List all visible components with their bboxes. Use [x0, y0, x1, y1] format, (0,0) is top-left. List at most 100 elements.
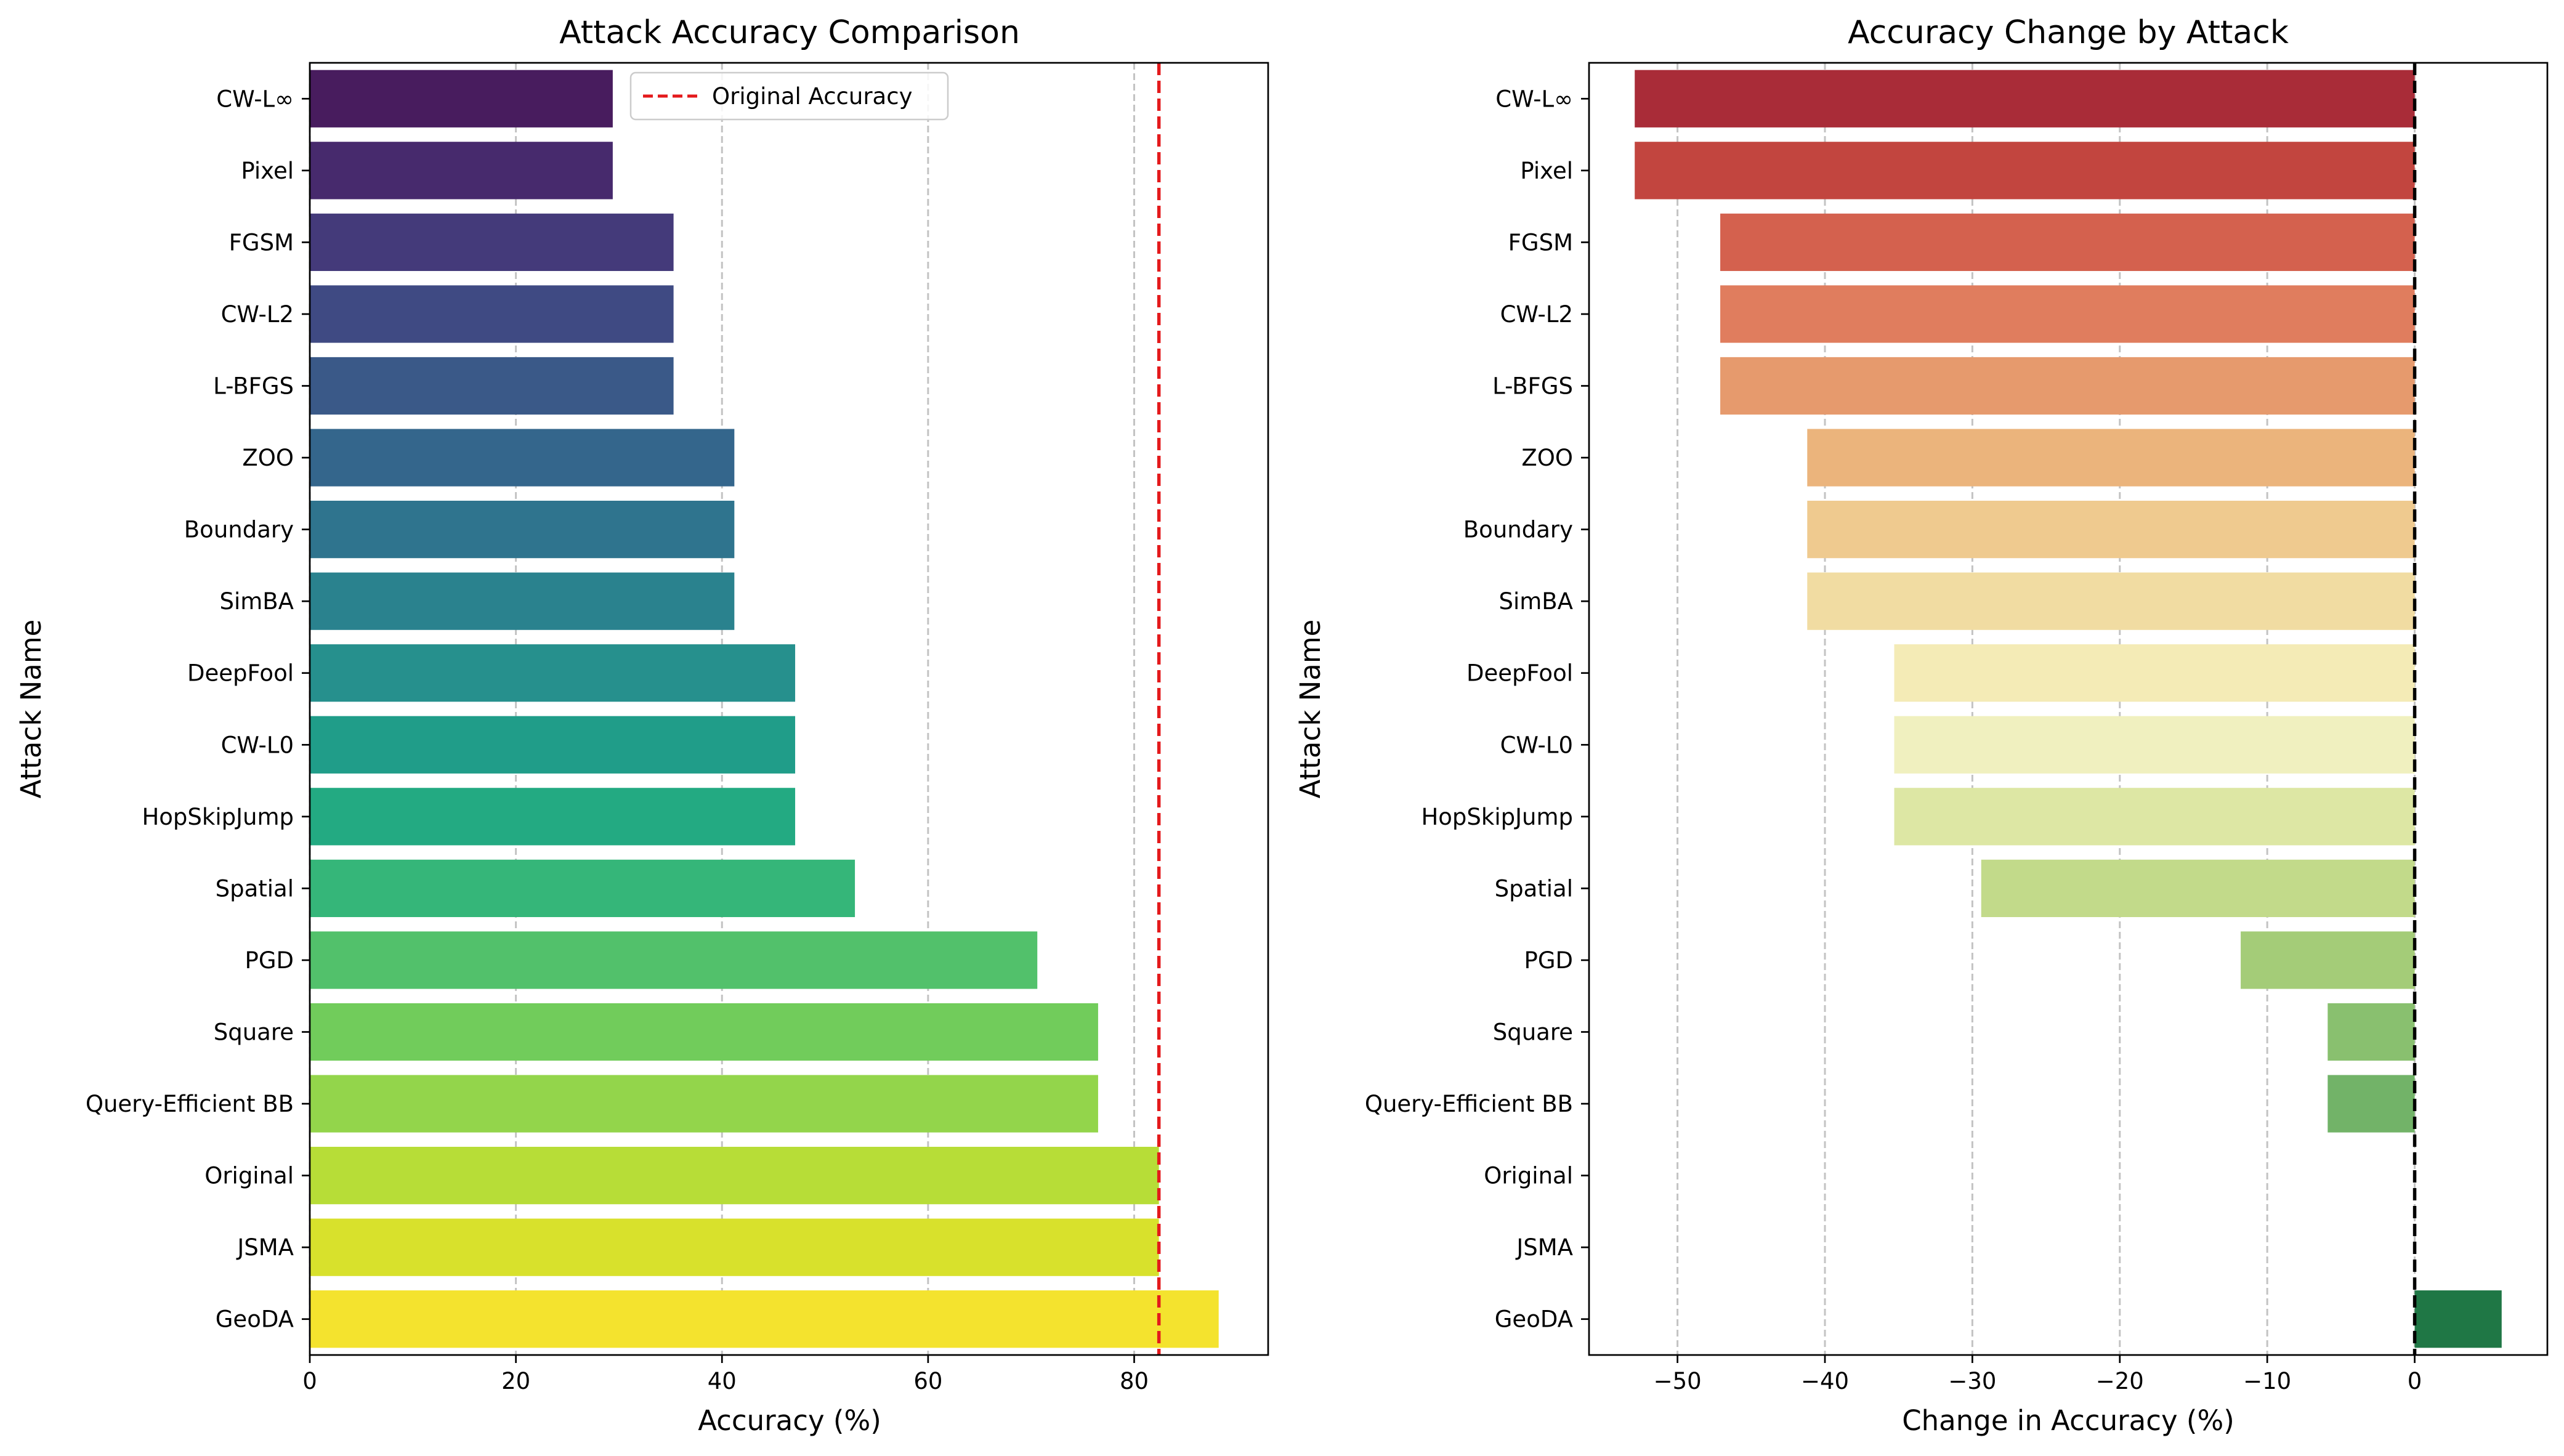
- y-tick-label: GeoDA: [1495, 1306, 1573, 1333]
- legend-box: [629, 71, 949, 121]
- bar: [310, 931, 1038, 989]
- y-tick-label: DeepFool: [1466, 660, 1573, 687]
- bar: [310, 1003, 1098, 1061]
- x-tick-label: −30: [1948, 1368, 1996, 1394]
- chart-title: Accuracy Change by Attack: [1848, 14, 2289, 51]
- bar: [310, 1146, 1159, 1205]
- bar: [1720, 213, 2415, 272]
- bar: [310, 500, 735, 559]
- y-tick-label: Pixel: [1520, 158, 1573, 184]
- bar: [1720, 357, 2415, 415]
- y-tick-label: HopSkipJump: [142, 804, 294, 830]
- x-tick-label: −50: [1654, 1368, 1702, 1394]
- y-tick-label: ZOO: [1521, 445, 1573, 471]
- accuracy-change-chart: Accuracy Change by Attack CW-L∞ Pixel FGSM…: [1294, 14, 2549, 1437]
- bar: [1807, 429, 2415, 487]
- bar: [310, 142, 613, 200]
- bar: [2414, 1290, 2502, 1348]
- y-tick-label: CW-L0: [221, 732, 294, 758]
- bar: [310, 70, 613, 127]
- bar: [310, 1290, 1219, 1348]
- y-tick-label: HopSkipJump: [1421, 804, 1573, 830]
- y-tick-label: PGD: [1524, 947, 1573, 974]
- bar: [2241, 931, 2415, 989]
- y-tick-label: CW-L2: [221, 301, 294, 328]
- y-tick-label: SimBA: [1498, 588, 1573, 615]
- legend: Original Accuracy: [629, 71, 949, 121]
- bars: [1635, 70, 2502, 1348]
- bar: [310, 285, 674, 343]
- accuracy-comparison-chart: Attack Accuracy Comparison CW-L∞ Pixel FGS…: [15, 14, 1269, 1437]
- y-tick-label: CW-L2: [1500, 301, 1573, 328]
- x-tick-label: 0: [2408, 1368, 2422, 1394]
- y-tick-label: L-BFGS: [1492, 373, 1573, 400]
- bar: [310, 572, 735, 630]
- y-tick-label: Spatial: [216, 875, 294, 902]
- x-tick-label: 0: [302, 1368, 317, 1394]
- bar: [1981, 859, 2415, 918]
- y-tick-label: FGSM: [1508, 229, 1573, 256]
- y-axis-label: Attack Name: [15, 620, 47, 799]
- y-tick-label: Original: [204, 1163, 294, 1189]
- y-tick-labels: CW-L∞ Pixel FGSM CW-L2 L-BFGS ZOO Boundary SimB…: [1365, 86, 1589, 1333]
- y-tick-label: PGD: [245, 947, 294, 974]
- x-tick-label: −40: [1801, 1368, 1849, 1394]
- bar: [1807, 572, 2415, 630]
- y-tick-label: Square: [1493, 1019, 1573, 1046]
- x-tick-label: 60: [913, 1368, 942, 1394]
- y-tick-label: SimBA: [219, 588, 294, 615]
- bar: [1894, 716, 2415, 774]
- legend-label: Original Accuracy: [712, 83, 912, 110]
- x-tick-label: −20: [2096, 1368, 2144, 1394]
- y-tick-label: Original: [1484, 1163, 1573, 1189]
- y-tick-label: CW-L0: [1500, 732, 1573, 758]
- x-axis-label: Change in Accuracy (%): [1902, 1404, 2234, 1437]
- y-tick-labels: CW-L∞ Pixel FGSM CW-L2 L-BFGS ZOO Boundary SimB…: [86, 86, 310, 1333]
- y-tick-label: JSMA: [1515, 1234, 1573, 1261]
- y-tick-label: ZOO: [242, 445, 294, 471]
- y-tick-label: CW-L∞: [1495, 86, 1573, 112]
- bar: [310, 1218, 1159, 1276]
- bar: [1894, 788, 2415, 846]
- bar: [310, 357, 674, 415]
- bar: [1635, 70, 2415, 127]
- chart-title: Attack Accuracy Comparison: [559, 14, 1020, 51]
- plot-frame: [1588, 62, 2549, 1356]
- bar: [1635, 142, 2415, 200]
- y-tick-label: GeoDA: [216, 1306, 294, 1333]
- bar: [1720, 285, 2415, 343]
- bar: [310, 429, 735, 487]
- y-tick-label: JSMA: [236, 1234, 294, 1261]
- bar: [310, 859, 855, 918]
- bar: [310, 213, 674, 272]
- y-tick-label: Pixel: [241, 158, 294, 184]
- x-tick-label: 40: [708, 1368, 737, 1394]
- bars: [310, 70, 1219, 1348]
- bar: [2327, 1003, 2415, 1061]
- bar: [310, 1075, 1098, 1133]
- y-tick-label: CW-L∞: [216, 86, 294, 112]
- x-tick-labels: 0 20 40 60 80: [302, 1355, 1149, 1394]
- y-tick-label: Square: [214, 1019, 294, 1046]
- y-tick-label: FGSM: [229, 229, 294, 256]
- bar: [310, 644, 796, 702]
- x-axis-label: Accuracy (%): [698, 1404, 881, 1437]
- bar: [1807, 500, 2415, 559]
- y-tick-label: L-BFGS: [213, 373, 294, 400]
- bar: [1894, 644, 2415, 702]
- x-tick-label: −10: [2243, 1368, 2291, 1394]
- bar: [310, 716, 796, 774]
- y-tick-label: Spatial: [1495, 875, 1573, 902]
- y-axis-label: Attack Name: [1294, 620, 1327, 799]
- y-tick-label: DeepFool: [187, 660, 294, 687]
- plot-frame: [309, 62, 1269, 1356]
- bar: [2327, 1075, 2415, 1133]
- y-tick-label: Boundary: [1463, 517, 1573, 543]
- x-tick-label: 20: [501, 1368, 530, 1394]
- x-tick-labels: −50 −40 −30 −20 −10 0: [1654, 1355, 2422, 1394]
- y-tick-label: Query-Efficient BB: [86, 1091, 294, 1117]
- y-tick-label: Query-Efficient BB: [1365, 1091, 1573, 1117]
- bar: [310, 788, 796, 846]
- y-tick-label: Boundary: [184, 517, 294, 543]
